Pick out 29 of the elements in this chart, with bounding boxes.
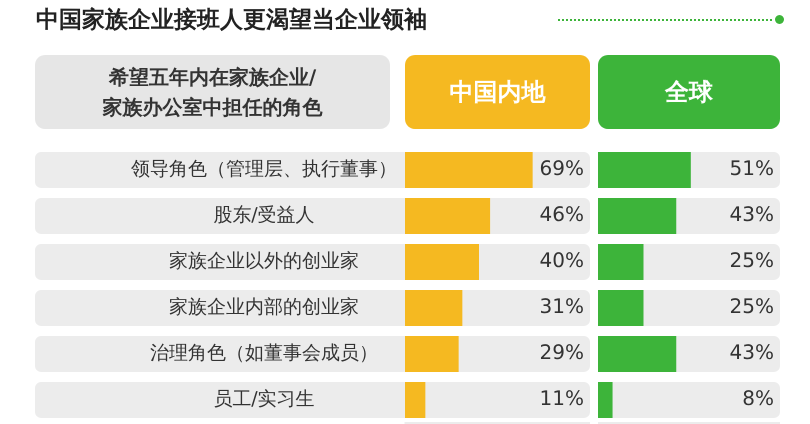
data-label: 25%	[730, 294, 774, 318]
data-label: 25%	[730, 248, 774, 272]
bar	[405, 336, 459, 372]
data-label: 11%	[540, 386, 584, 410]
chart-title: 中国家族企业接班人更渴望当企业领袖	[36, 6, 427, 35]
bar	[405, 382, 426, 418]
data-label: 8%	[742, 386, 774, 410]
data-label: 69%	[540, 156, 584, 180]
data-label: 43%	[730, 340, 774, 364]
y-tick-label: 家族企业内部的创业家	[169, 296, 359, 318]
y-axis-title: 希望五年内在家族企业/家族办公室中担任的角色	[102, 64, 324, 121]
y-tick-label: 家族企业以外的创业家	[169, 250, 359, 272]
bar	[405, 244, 479, 280]
bar	[405, 198, 490, 234]
data-label: 43%	[730, 202, 774, 226]
bar	[405, 290, 462, 326]
y-tick-label: 领导角色（管理层、执行董事）	[131, 158, 397, 180]
data-label: 51%	[730, 156, 774, 180]
series-label: 中国内地	[405, 55, 590, 129]
y-tick-label: 员工/实习生	[213, 388, 315, 410]
data-label: 29%	[540, 340, 584, 364]
y-tick-label: 治理角色（如董事会成员）	[150, 342, 378, 364]
data-label: 31%	[540, 294, 584, 318]
bar	[405, 152, 533, 188]
y-tick-label: 股东/受益人	[213, 204, 315, 226]
bar	[598, 382, 613, 418]
data-label: 46%	[540, 202, 584, 226]
series-label: 全球	[598, 55, 780, 129]
data-label: 40%	[540, 248, 584, 272]
